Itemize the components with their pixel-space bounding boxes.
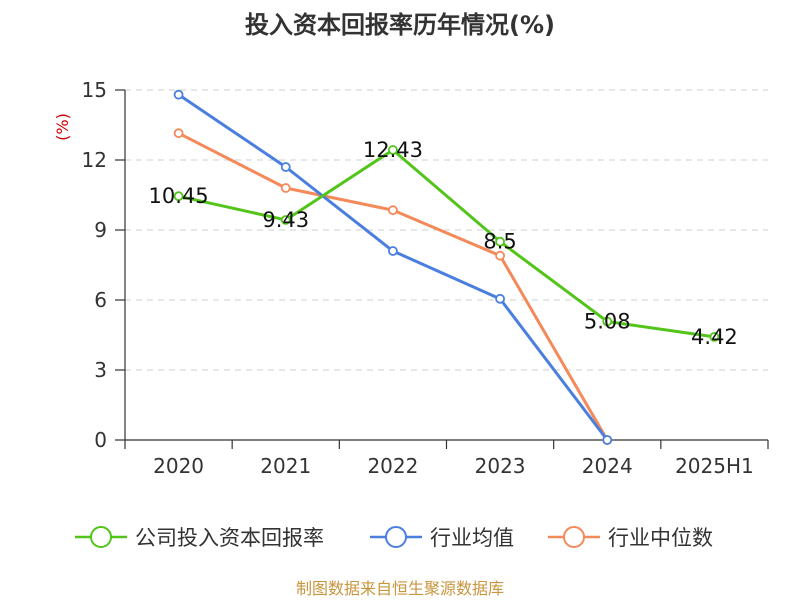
legend-label: 公司投入资本回报率 <box>135 526 324 550</box>
data-point <box>495 236 505 247</box>
data-label: 5.08 <box>584 309 631 333</box>
data-point <box>602 316 613 327</box>
data-point <box>388 145 398 155</box>
y-tick-label: 6 <box>94 288 107 312</box>
data-point <box>495 250 505 261</box>
y-tick-label: 0 <box>94 428 107 452</box>
x-tick-label: 2022 <box>367 454 418 478</box>
x-tick-label: 2023 <box>475 454 526 478</box>
y-tick-label: 9 <box>94 218 107 242</box>
data-point <box>602 435 613 445</box>
legend: 公司投入资本回报率 行业均值 行业中位数 <box>75 526 713 550</box>
data-label: 12.43 <box>363 138 423 162</box>
x-tick-label: 2021 <box>260 454 311 478</box>
y-axis-label: (%) <box>53 113 72 141</box>
y-tick-label: 15 <box>82 78 107 102</box>
series-lines <box>173 89 720 445</box>
data-labels: 10.45 9.43 12.43 8.5 5.08 4.42 <box>149 138 738 349</box>
legend-marker <box>385 526 407 548</box>
legend-marker <box>90 526 112 548</box>
data-label: 9.43 <box>262 208 309 232</box>
data-point <box>173 191 184 202</box>
data-point <box>280 183 291 193</box>
x-tick-label: 2025H1 <box>675 454 754 478</box>
data-point <box>173 128 184 139</box>
chart-title: 投入资本回报率历年情况(%) <box>245 11 555 39</box>
series-line <box>177 131 609 441</box>
data-point <box>388 246 398 256</box>
y-tick-label: 12 <box>82 148 107 172</box>
data-label: 10.45 <box>149 184 209 208</box>
data-point <box>280 162 291 172</box>
x-tick-label: 2020 <box>153 454 204 478</box>
data-point <box>173 89 184 100</box>
data-point <box>495 293 505 304</box>
y-axis-ticks: 0 3 6 9 12 15 <box>82 78 126 452</box>
y-tick-label: 3 <box>94 358 107 382</box>
data-label: 4.42 <box>691 325 738 349</box>
legend-label: 行业均值 <box>430 526 514 550</box>
series-line <box>178 148 715 339</box>
data-point <box>388 205 398 216</box>
x-axis: 2020 2021 2022 2023 2024 2025H1 <box>124 439 769 478</box>
data-point <box>280 215 291 225</box>
data-point <box>709 331 720 342</box>
legend-marker <box>563 526 585 548</box>
grid-lines <box>125 89 768 371</box>
source-note: 制图数据来自恒生聚源数据库 <box>296 579 504 598</box>
legend-label: 行业中位数 <box>608 526 713 550</box>
x-tick-label: 2024 <box>582 454 633 478</box>
data-label: 8.5 <box>483 230 516 254</box>
